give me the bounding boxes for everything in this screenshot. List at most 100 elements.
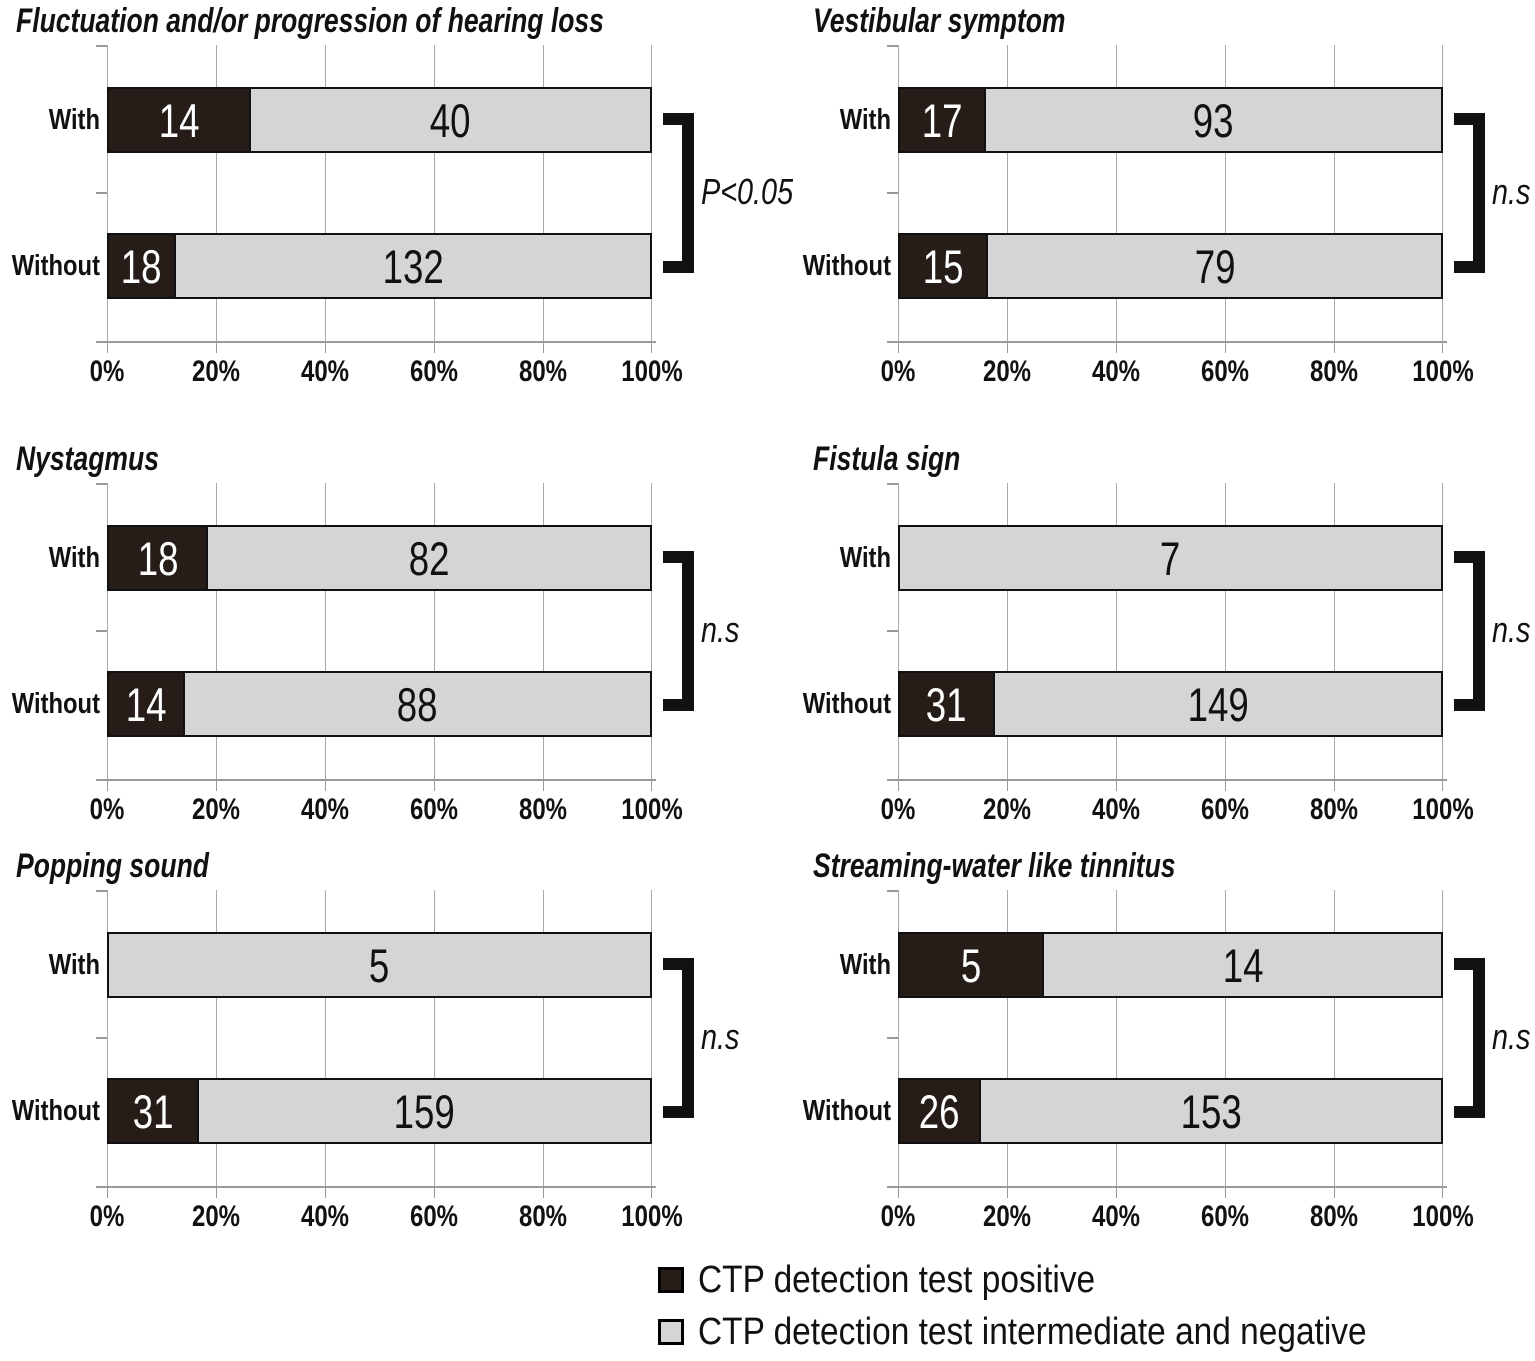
x-tick-label: 80% — [518, 355, 568, 388]
category-label-without: Without — [802, 688, 891, 720]
bar-with: 18 82 — [107, 525, 652, 591]
value-negative: 153 — [1180, 1084, 1242, 1138]
segment-positive: 17 — [900, 89, 984, 151]
x-tick-label: 60% — [1200, 1200, 1250, 1233]
value-positive: 26 — [918, 1084, 960, 1138]
bar-with: 5 14 — [898, 932, 1443, 998]
x-tick — [1007, 780, 1008, 791]
x-tick-label: 40% — [1091, 1200, 1141, 1233]
x-tick-label: 40% — [1091, 355, 1141, 388]
x-tick — [1225, 780, 1226, 791]
segment-positive: 15 — [900, 235, 987, 297]
x-tick-label: 60% — [409, 355, 459, 388]
legend-label-positive: CTP detection test positive — [698, 1259, 1096, 1301]
panel-title: Popping sound — [16, 847, 209, 885]
x-tick — [651, 342, 652, 353]
value-negative: 7 — [1160, 531, 1181, 585]
bar-without: 31 149 — [898, 671, 1443, 737]
segment-negative: 82 — [206, 527, 650, 589]
x-tick-label: 80% — [1309, 1200, 1359, 1233]
x-tick — [325, 342, 326, 353]
x-axis-line — [889, 779, 1447, 781]
legend-label-negative: CTP detection test intermediate and nega… — [698, 1311, 1367, 1353]
x-tick — [107, 342, 108, 353]
y-tick — [96, 779, 107, 781]
x-tick — [434, 1187, 435, 1198]
value-positive: 31 — [132, 1084, 174, 1138]
x-tick — [1334, 780, 1335, 791]
x-tick-label: 40% — [1091, 793, 1141, 826]
significance-bracket — [1454, 113, 1485, 273]
significance-label: n.s — [701, 609, 740, 650]
value-positive: 31 — [926, 677, 967, 731]
x-axis-line — [98, 1186, 656, 1188]
value-positive: 14 — [158, 93, 200, 147]
significance-bracket — [663, 958, 694, 1118]
gridline — [1007, 890, 1008, 1187]
plot-area: 0 5 31 159 With Without 0% 20% 40% 60% 8… — [12, 890, 683, 1233]
panel-title: Fluctuation and/or progression of hearin… — [16, 2, 604, 40]
gridline — [216, 45, 217, 342]
panel-popping-sound: Popping sound 0 5 31 159 With Without 0%… — [0, 845, 767, 1278]
value-negative: 149 — [1187, 677, 1249, 731]
y-tick — [96, 1037, 107, 1039]
x-tick — [325, 1187, 326, 1198]
y-tick — [887, 630, 898, 632]
x-tick-label: 60% — [1200, 355, 1250, 388]
x-tick-label: 100% — [1412, 1200, 1474, 1233]
segment-negative: 149 — [993, 673, 1441, 735]
x-tick-label: 100% — [1412, 355, 1474, 388]
x-tick-label: 20% — [191, 355, 241, 388]
category-label-with: With — [48, 104, 100, 136]
significance-label: n.s — [1492, 1016, 1531, 1057]
bar-with: 0 5 — [107, 932, 652, 998]
x-tick-label: 80% — [518, 1200, 568, 1233]
plot-area: 0 7 31 149 With Without 0% 20% 40% 60% 8… — [803, 483, 1474, 826]
panel-vestibular-symptom: Vestibular symptom 17 93 15 79 With With… — [768, 0, 1535, 433]
bar-with: 14 40 — [107, 87, 652, 153]
gridline — [1225, 483, 1226, 780]
gridline — [107, 45, 108, 342]
significance-label: n.s — [701, 1016, 740, 1057]
x-tick — [898, 780, 899, 791]
value-negative: 159 — [394, 1084, 456, 1138]
legend-item-negative: CTP detection test intermediate and nega… — [658, 1306, 1458, 1358]
value-negative: 5 — [369, 938, 390, 992]
x-tick — [325, 780, 326, 791]
x-tick — [651, 780, 652, 791]
x-tick-label: 100% — [621, 1200, 683, 1233]
gridline — [543, 45, 544, 342]
category-label-with: With — [48, 542, 100, 574]
value-negative: 40 — [430, 93, 472, 147]
gridline — [898, 890, 899, 1187]
panel-title: Streaming-water like tinnitus — [813, 847, 1176, 885]
value-negative: 79 — [1194, 239, 1236, 293]
x-axis-line — [98, 779, 656, 781]
x-axis-labels: 0% 20% 40% 60% 80% 100% — [881, 1200, 1474, 1235]
gridline — [325, 890, 326, 1187]
y-tick — [887, 1037, 898, 1039]
x-tick-label: 0% — [89, 355, 125, 388]
x-tick — [543, 1187, 544, 1198]
value-positive: 18 — [121, 239, 162, 293]
x-tick — [434, 342, 435, 353]
x-tick-label: 60% — [1200, 793, 1250, 826]
x-tick-label: 100% — [1412, 793, 1474, 826]
x-tick-label: 40% — [300, 793, 350, 826]
x-tick — [1442, 1187, 1443, 1198]
x-axis-labels: 0% 20% 40% 60% 80% 100% — [881, 793, 1474, 828]
x-tick — [1442, 342, 1443, 353]
gridline — [325, 483, 326, 780]
x-tick-label: 20% — [191, 793, 241, 826]
y-tick — [96, 630, 107, 632]
segment-positive: 31 — [109, 1080, 198, 1142]
bar-without: 15 79 — [898, 233, 1443, 299]
y-tick — [887, 1186, 898, 1188]
significance-bracket — [663, 113, 694, 273]
plot-area: 5 14 26 153 With Without 0% 20% 40% 60% … — [803, 890, 1474, 1233]
category-label-without: Without — [11, 688, 100, 720]
bar-without: 14 88 — [107, 671, 652, 737]
significance-label: n.s — [1492, 171, 1531, 212]
panel-nystagmus: Nystagmus 18 82 14 88 With Without 0% 20… — [0, 438, 767, 871]
